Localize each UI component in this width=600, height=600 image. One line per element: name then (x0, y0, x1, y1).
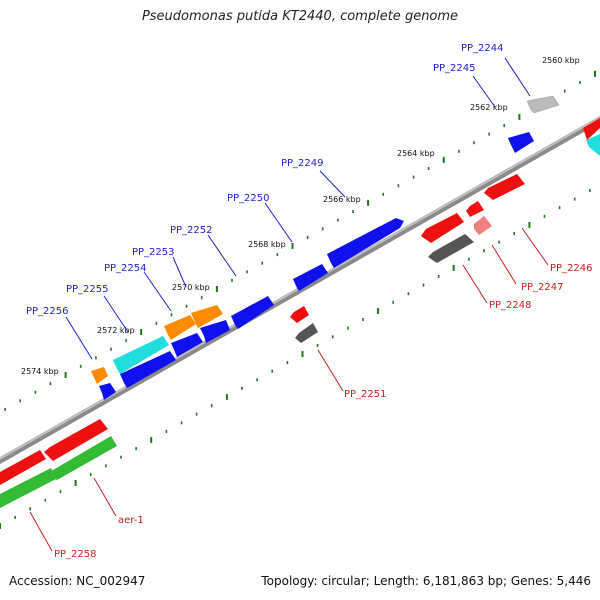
reverse-strand-genes (0, 174, 525, 508)
gene-label[interactable]: PP_2258 (54, 549, 97, 560)
gene-label[interactable]: PP_2249 (281, 158, 324, 169)
tick-label-2570: 2570 kbp (172, 283, 210, 292)
gene-pp2247-a[interactable] (466, 201, 484, 217)
gene-label[interactable]: PP_2246 (550, 263, 593, 274)
gene-label[interactable]: PP_2244 (461, 43, 504, 54)
kbp-labels: 2560 kbp 2562 kbp 2564 kbp 2566 kbp 2568… (21, 56, 580, 376)
tick-label-2568: 2568 kbp (248, 240, 286, 249)
leader-lines (29, 57, 549, 552)
gene-label[interactable]: PP_2255 (66, 284, 109, 295)
tick-row-top (4, 70, 596, 411)
map-title: Pseudomonas putida KT2440, complete geno… (141, 9, 459, 24)
gene-label[interactable]: PP_2256 (26, 306, 69, 317)
gene-red-left[interactable] (0, 450, 46, 485)
tick-label-2572: 2572 kbp (97, 326, 135, 335)
gene-pp2255-lane[interactable] (120, 351, 176, 388)
tick-label-2560: 2560 kbp (542, 56, 580, 65)
gene-aer-1[interactable] (48, 436, 117, 480)
gene-pp2254-lane[interactable] (171, 333, 203, 357)
gene-partial-cyan[interactable] (586, 134, 600, 156)
gene-partial-red-top[interactable] (583, 118, 600, 140)
forward-strand-lane2 (99, 320, 230, 400)
tick-label-2566: 2566 kbp (323, 195, 361, 204)
gene-label[interactable]: aer-1 (118, 515, 144, 526)
accession-text: Accession: NC_002947 (9, 574, 146, 588)
gene-pp2251[interactable] (295, 323, 318, 343)
gene-pp2246[interactable] (484, 174, 525, 200)
gene-pp2248-a[interactable] (421, 213, 464, 243)
gene-pp2254[interactable] (164, 315, 196, 340)
tick-label-2564: 2564 kbp (397, 149, 435, 158)
gene-pp2256[interactable] (91, 367, 108, 384)
gene-label[interactable]: PP_2245 (433, 63, 476, 74)
gene-pp2250[interactable] (293, 264, 328, 291)
gene-label[interactable]: PP_2247 (521, 282, 564, 293)
gene-red-long[interactable] (44, 419, 108, 461)
gene-label[interactable]: PP_2251 (344, 389, 387, 400)
gene-label[interactable]: PP_2253 (132, 247, 175, 258)
gene-pp2249[interactable] (327, 218, 404, 268)
gene-pp2253-lane[interactable] (200, 320, 230, 343)
gene-pp2258[interactable] (0, 468, 56, 508)
gene-pp2244[interactable] (526, 95, 560, 114)
topology-summary-text: Topology: circular; Length: 6,181,863 bp… (261, 574, 591, 588)
gene-label[interactable]: PP_2250 (227, 193, 270, 204)
gene-label[interactable]: PP_2252 (170, 225, 213, 236)
gene-pp2248[interactable] (428, 234, 474, 263)
gene-pp2245[interactable] (508, 132, 534, 153)
gene-pp2247[interactable] (474, 216, 492, 235)
gene-pp2255[interactable] (113, 336, 169, 374)
tick-row-bottom (0, 189, 591, 529)
tick-label-2574: 2574 kbp (21, 367, 59, 376)
gene-pp2256-lane[interactable] (99, 383, 116, 400)
gene-pp2253[interactable] (191, 305, 223, 328)
gene-label[interactable]: PP_2254 (104, 263, 147, 274)
gene-label[interactable]: PP_2248 (489, 300, 532, 311)
forward-strand-genes (91, 95, 560, 384)
gene-pp2251-a[interactable] (290, 306, 309, 323)
tick-label-2562: 2562 kbp (470, 103, 508, 112)
gene-pp2252[interactable] (231, 296, 274, 329)
gene-labels: PP_2244 PP_2245 PP_2249 PP_2250 PP_2252 … (26, 43, 593, 560)
